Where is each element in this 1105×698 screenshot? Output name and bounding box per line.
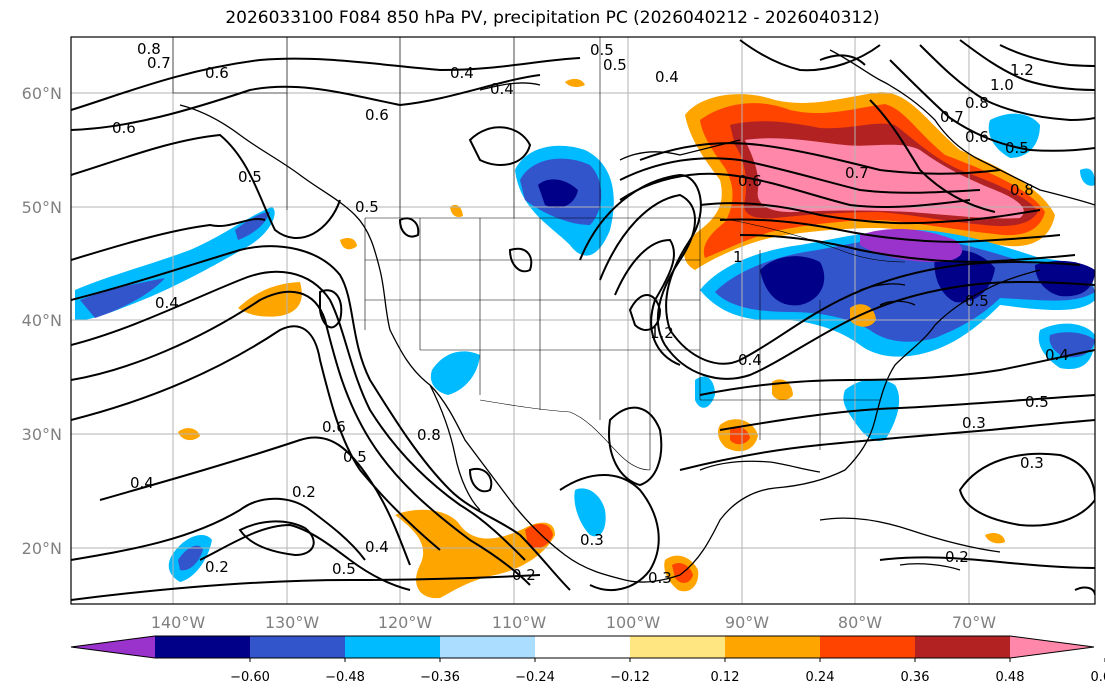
contour-label: 0.2 — [512, 566, 536, 584]
contour-label: 1.2 — [1010, 61, 1034, 79]
lon-label-130w: 130°W — [265, 613, 320, 632]
contour-label: 0.4 — [655, 68, 679, 86]
lon-label-100w: 100°W — [606, 613, 661, 632]
lon-label-90w: 90°W — [725, 613, 769, 632]
contour-label: 0.3 — [962, 414, 986, 432]
colorbar-segment — [250, 636, 346, 658]
colorbar-tick-label: 0.36 — [901, 670, 930, 685]
contour-label: 0.5 — [238, 168, 262, 186]
colorbar-segment — [820, 636, 916, 658]
contour-label: 0.3 — [648, 569, 672, 587]
colorbar-tick-label: −0.36 — [420, 670, 460, 685]
contour-label: 0.4 — [365, 538, 389, 556]
contour-label: 0.6 — [322, 418, 346, 436]
contour-label: 1.0 — [990, 76, 1014, 94]
lon-label-110w: 110°W — [492, 613, 547, 632]
colorbar-tick-label: 0.48 — [996, 670, 1025, 685]
political-boundaries — [172, 37, 906, 471]
contour-label: 0.5 — [965, 292, 989, 310]
contour-label: 0.4 — [1045, 346, 1069, 364]
colorbar-segment — [440, 636, 536, 658]
lat-label-60: 60°N — [22, 84, 62, 103]
contour-label: 0.5 — [332, 560, 356, 578]
colorbar-tick-label: 0.60 — [1091, 670, 1105, 685]
contour-label: 0.7 — [940, 108, 964, 126]
longitude-labels: 140°W 130°W 120°W 110°W 100°W 90°W 80°W … — [151, 613, 996, 632]
contour-label: 0.8 — [137, 40, 161, 58]
contour-label: 0.5 — [603, 56, 627, 74]
contour-label: 0.5 — [590, 41, 614, 59]
contour-label: 0.5 — [343, 448, 367, 466]
lat-label-30: 30°N — [22, 425, 62, 444]
pv-contours — [71, 39, 1095, 601]
contour-label: 0.2 — [292, 483, 316, 501]
coastlines — [179, 49, 1095, 583]
contour-label: 0.6 — [365, 106, 389, 124]
plot-frame — [70, 36, 1096, 605]
contour-labels: 0.8 0.7 0.6 0.6 0.5 0.5 0.4 0.4 0.6 0.5 … — [112, 40, 1069, 587]
lon-label-120w: 120°W — [378, 613, 433, 632]
contour-label: 0.4 — [450, 64, 474, 82]
colorbar-outline — [70, 635, 1095, 659]
colorbar-segment — [915, 636, 1011, 658]
contour-label: 0.4 — [130, 474, 154, 492]
colorbar-tick-label: −0.48 — [325, 670, 365, 685]
contour-label: 0.3 — [1020, 454, 1044, 472]
contour-label: 0.6 — [205, 64, 229, 82]
contour-label: 0.5 — [1025, 393, 1049, 411]
contour-label: 0.6 — [965, 128, 989, 146]
contour-label: 0.8 — [417, 426, 441, 444]
contour-label: 0.2 — [945, 548, 969, 566]
colorbar-segment — [345, 636, 441, 658]
map-title: 2026033100 F084 850 hPa PV, precipitatio… — [225, 8, 880, 28]
contour-label: 0.5 — [1005, 139, 1029, 157]
contour-label: 0.8 — [965, 94, 989, 112]
contour-label: 0.6 — [112, 119, 136, 137]
lat-label-50: 50°N — [22, 198, 62, 217]
colorbar-tick-label: 0.24 — [806, 670, 835, 685]
colorbar-segment — [155, 636, 251, 658]
latitude-labels: 60°N 50°N 40°N 30°N 20°N — [22, 84, 62, 558]
colorbar-extend-low — [71, 636, 155, 658]
contour-label: 1 — [733, 248, 743, 266]
lon-label-80w: 80°W — [838, 613, 882, 632]
colorbar-segment — [535, 636, 631, 658]
contour-label: 0.8 — [1010, 181, 1034, 199]
colorbar: −0.60 −0.48 −0.36 −0.24 −0.12 0.12 0.24 0.36 0.4… — [70, 635, 1105, 685]
colorbar-tick-label: −0.24 — [515, 670, 555, 685]
contour-label: 0.6 — [738, 172, 762, 190]
lat-label-40: 40°N — [22, 311, 62, 330]
colorbar-tick-label: −0.60 — [230, 670, 270, 685]
contour-label: 0.3 — [580, 531, 604, 549]
contour-label: 0.5 — [355, 198, 379, 216]
contour-label: 0.4 — [738, 351, 762, 369]
contour-label: 0.7 — [845, 164, 869, 182]
contour-label: 1.2 — [650, 324, 674, 342]
colorbar-segment — [725, 636, 821, 658]
colorbar-tick-label: 0.12 — [711, 670, 740, 685]
colorbar-tick-label: −0.12 — [610, 670, 650, 685]
contour-label: 0.4 — [155, 294, 179, 312]
contour-label: 0.7 — [147, 54, 171, 72]
contour-label: 0.4 — [490, 80, 514, 98]
colorbar-segment — [630, 636, 726, 658]
colorbar-extend-high — [1010, 636, 1094, 658]
lat-label-20: 20°N — [22, 539, 62, 558]
lon-label-70w: 70°W — [952, 613, 996, 632]
contour-label: 0.2 — [205, 558, 229, 576]
lon-label-140w: 140°W — [151, 613, 206, 632]
